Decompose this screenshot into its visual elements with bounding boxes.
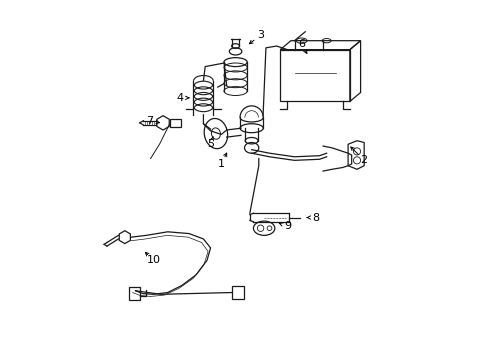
Bar (129, 287, 140, 300)
Text: 2: 2 (360, 156, 367, 165)
Text: 6: 6 (298, 39, 305, 49)
Text: 5: 5 (206, 139, 214, 149)
Text: 4: 4 (176, 93, 183, 103)
Text: 7: 7 (146, 116, 153, 126)
Bar (280, 50, 349, 102)
Text: 3: 3 (257, 30, 264, 40)
Bar (170, 118, 181, 127)
Text: 1: 1 (217, 159, 224, 169)
Text: 8: 8 (312, 212, 319, 222)
Bar (231, 287, 244, 299)
Text: 9: 9 (283, 221, 290, 231)
Text: 10: 10 (146, 255, 160, 265)
